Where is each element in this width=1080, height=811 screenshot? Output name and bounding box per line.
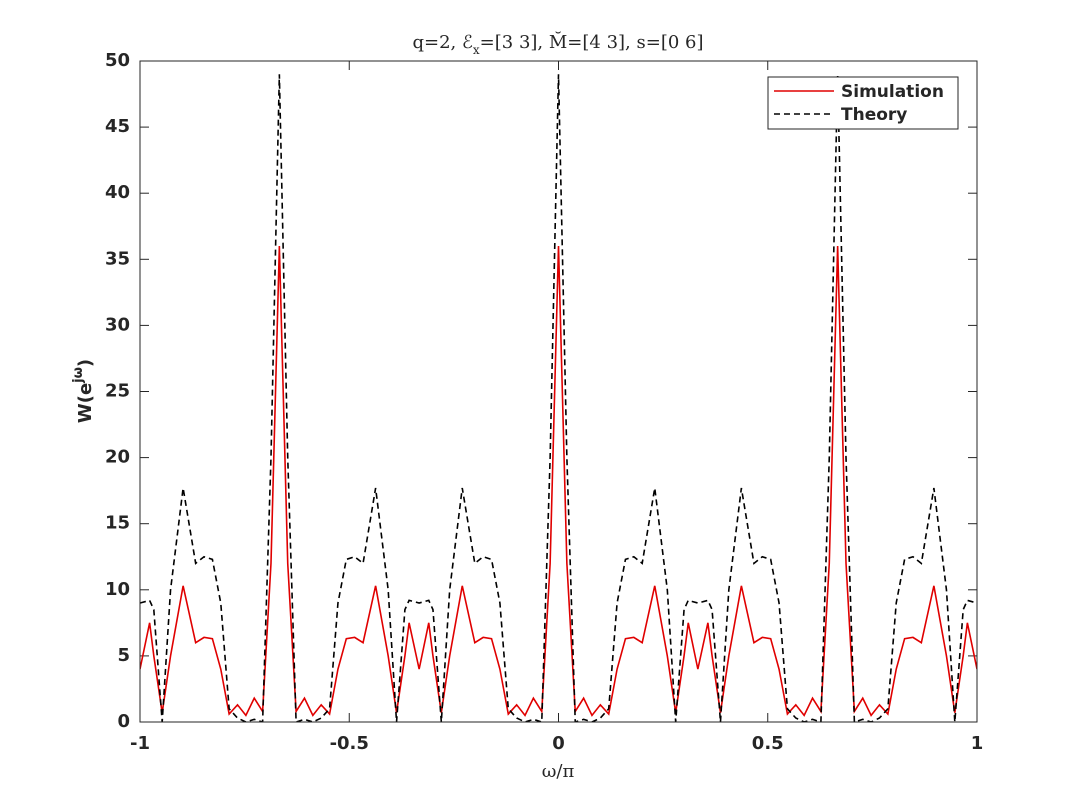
- y-tick-label: 30: [105, 314, 130, 335]
- chart-title: q=2, ℰx=[3 3], M̆=[4 3], s=[0 6]: [412, 31, 703, 57]
- y-tick-label: 40: [105, 182, 130, 203]
- x-tick-label: 0.5: [752, 733, 784, 754]
- y-tick-label: 20: [105, 447, 130, 468]
- legend: Simulation Theory: [767, 76, 959, 130]
- x-axis-label: ω/π: [542, 761, 575, 782]
- title-part: =[3 3], M̆=[4 3], s=[0 6]: [480, 31, 704, 53]
- series-line: [140, 74, 977, 722]
- plot-area: [140, 61, 977, 722]
- y-tick-label: 50: [105, 50, 130, 71]
- y-tick-label: 15: [105, 513, 130, 534]
- y-tick-label: 45: [105, 116, 130, 137]
- ylabel-part: ): [75, 359, 96, 367]
- y-tick-label: 35: [105, 248, 130, 269]
- y-tick-label: 25: [105, 381, 130, 402]
- title-subscript: x: [473, 43, 480, 57]
- y-axis-label: W(ejω): [71, 359, 96, 423]
- y-tick-label: 0: [117, 711, 130, 732]
- legend-label: Simulation: [841, 82, 944, 102]
- ylabel-part: W(e: [75, 383, 96, 423]
- title-part: q=2, ℰ: [412, 32, 473, 53]
- y-tick-label: 5: [117, 645, 130, 666]
- legend-box: [767, 76, 959, 130]
- x-tick-label: -0.5: [330, 733, 369, 754]
- y-tick-label: 10: [105, 579, 130, 600]
- x-tick-label: 1: [971, 733, 984, 754]
- series-line: [140, 246, 977, 717]
- ylabel-superscript: jω: [71, 367, 86, 384]
- legend-label: Theory: [841, 105, 907, 125]
- x-tick-label: 0: [552, 733, 565, 754]
- axes-box: [139, 60, 978, 723]
- x-tick-label: -1: [130, 733, 150, 754]
